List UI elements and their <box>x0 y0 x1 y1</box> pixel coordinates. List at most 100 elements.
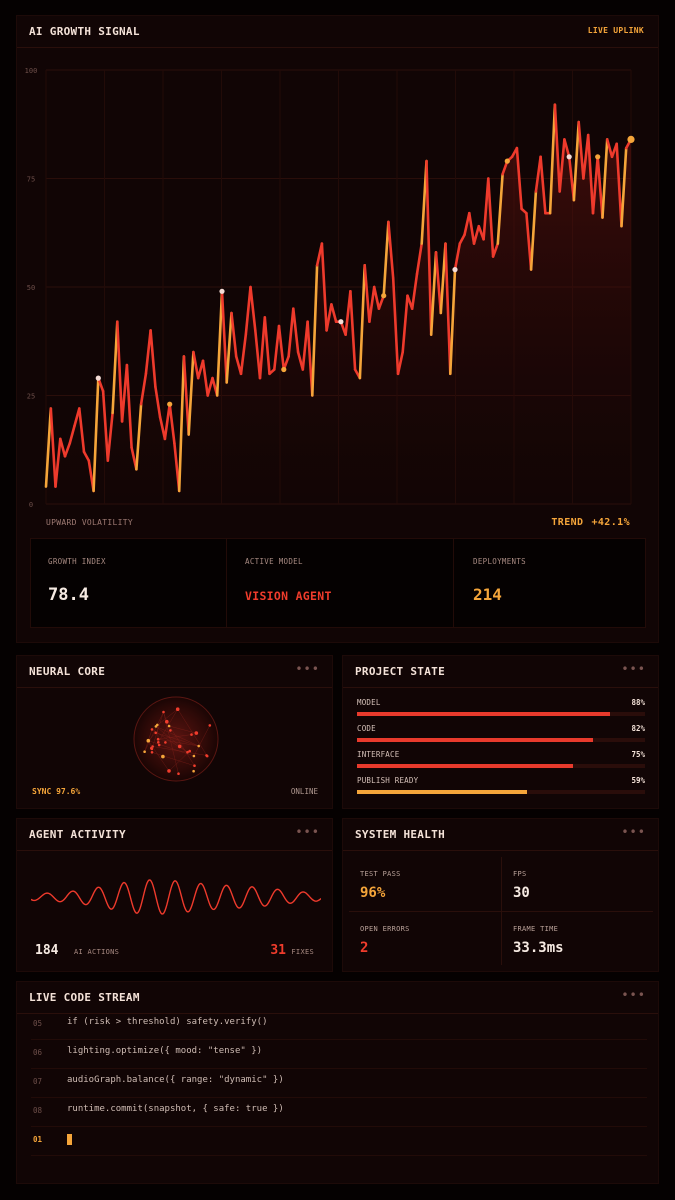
orb-node <box>150 751 154 754</box>
neural-title: NEURAL CORE <box>29 665 106 678</box>
series-segment <box>54 437 62 488</box>
activity-waveform <box>31 879 321 915</box>
orb-link <box>155 726 199 747</box>
series-segment <box>444 242 452 376</box>
series-segment <box>529 190 538 271</box>
data-point <box>452 267 458 273</box>
orb-node <box>197 744 200 748</box>
orb-node <box>162 710 165 714</box>
series-segment <box>410 272 419 310</box>
data-point <box>595 154 601 160</box>
orb-node <box>177 744 182 749</box>
series-segment <box>434 251 443 315</box>
orb-node <box>169 729 172 732</box>
metric-row: GROWTH INDEX 78.4 ACTIVE MODEL VISION AG… <box>30 538 646 628</box>
series-segment <box>368 285 376 324</box>
progress-interface: INTERFACE 75% <box>357 750 645 772</box>
series-segment <box>277 324 286 371</box>
series-segment <box>63 441 72 458</box>
series-segment <box>458 233 466 245</box>
orb-node <box>143 750 146 753</box>
series-segment <box>572 120 581 202</box>
metric-active-model: ACTIVE MODEL VISION AGENT <box>227 539 454 627</box>
line-number: 05 <box>33 1019 43 1028</box>
neural-orb <box>133 696 219 782</box>
series-segment <box>82 450 91 462</box>
series-segment <box>563 138 571 159</box>
series-segment <box>111 320 119 415</box>
series-segment <box>320 242 328 332</box>
data-point <box>504 158 510 164</box>
series-segment <box>472 224 481 245</box>
health-test-pass: TEST PASS 96% <box>349 857 501 911</box>
metric-label: GROWTH INDEX <box>48 557 106 566</box>
metric-label: ACTIVE MODEL <box>245 557 303 566</box>
code-text: if (risk > threshold) safety.verify() <box>67 1017 268 1027</box>
orb-node <box>193 764 196 767</box>
series-segment <box>486 177 495 258</box>
y-tick-label: 75 <box>27 176 35 184</box>
series-segment <box>215 290 224 397</box>
series-segment <box>149 329 157 389</box>
orb-node <box>151 745 154 748</box>
growth-title: AI GROWTH SIGNAL <box>29 25 140 38</box>
series-segment <box>49 407 57 488</box>
y-tick-label: 0 <box>29 501 33 509</box>
data-point <box>381 293 387 299</box>
orb-node <box>208 724 212 727</box>
growth-panel: AI GROWTH SIGNAL LIVE UPLINK 0 25 50 75 100 … <box>16 15 659 643</box>
trend-readout: TREND +42.1% <box>551 517 630 528</box>
orb-node <box>192 754 196 758</box>
series-segment <box>596 155 604 219</box>
orb-node <box>205 754 209 758</box>
series-segment <box>605 138 614 159</box>
code-line-active[interactable]: 01 <box>31 1127 647 1156</box>
agent-title: AGENT ACTIVITY <box>29 828 126 841</box>
series-segment <box>106 411 114 462</box>
line-number: 01 <box>33 1135 43 1144</box>
orb-link <box>193 725 211 757</box>
data-point <box>627 135 635 143</box>
orb-node <box>150 728 154 731</box>
series-segment <box>187 350 195 436</box>
chart-area-fill <box>46 104 631 504</box>
orb-link <box>148 740 194 757</box>
series-segment <box>615 142 623 228</box>
growth-chart: 0 25 50 75 100 <box>25 67 635 509</box>
series-segment <box>525 211 533 271</box>
health-grid: TEST PASS 96% FPS 30 OPEN ERRORS 2 FRAME… <box>349 857 653 965</box>
health-header: SYSTEM HEALTH ••• <box>343 819 658 851</box>
more-dots-icon[interactable]: ••• <box>621 988 646 1002</box>
project-state-panel: PROJECT STATE ••• MODEL 88% CODE 82% INT… <box>342 655 659 809</box>
code-line: 06 lighting.optimize({ mood: "tense" }) <box>31 1040 647 1069</box>
orb-node <box>157 743 161 747</box>
code-text: runtime.commit(snapshot, { safe: true }) <box>67 1104 284 1114</box>
progress-track <box>357 712 645 716</box>
more-dots-icon[interactable]: ••• <box>621 825 646 839</box>
orb-node <box>146 738 151 743</box>
series-segment <box>68 424 76 445</box>
series-line <box>44 103 633 493</box>
series-segment <box>220 290 228 384</box>
series-segment <box>310 264 319 397</box>
trend-label: TREND <box>551 517 584 528</box>
orb-node <box>161 754 165 759</box>
orb-node <box>192 769 195 773</box>
series-segment <box>496 172 504 245</box>
health-label: FRAME TIME <box>513 925 559 933</box>
more-dots-icon[interactable]: ••• <box>295 662 320 676</box>
orb-node <box>177 772 180 775</box>
health-value: 30 <box>513 885 530 901</box>
progress-track <box>357 738 645 742</box>
live-uplink-badge: LIVE UPLINK <box>587 26 644 35</box>
series-segment <box>301 320 309 371</box>
sync-readout: SYNC 97.6% <box>32 787 81 796</box>
line-number: 08 <box>33 1106 43 1115</box>
neural-core-panel: NEURAL CORE ••• SYNC 97.6% ONLINE <box>16 655 333 809</box>
more-dots-icon[interactable]: ••• <box>295 825 320 839</box>
series-segment <box>177 355 186 493</box>
trend-value: +42.1% <box>591 517 630 528</box>
series-segment <box>553 103 562 193</box>
series-segment <box>415 242 424 276</box>
more-dots-icon[interactable]: ••• <box>621 662 646 676</box>
